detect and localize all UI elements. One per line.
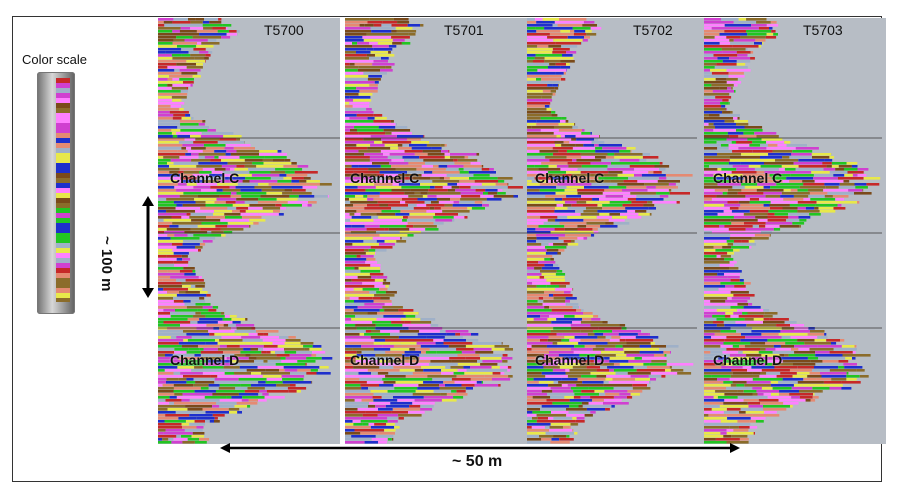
vertical-scale-label: ~ 100 m: [98, 236, 115, 292]
well-panel-t5702: [527, 18, 709, 444]
color-scale-bar: [37, 72, 75, 314]
color-scale-strip: [56, 78, 70, 302]
well-label-t5701: T5701: [444, 22, 484, 38]
channel-c-label-t5703: Channel C: [713, 170, 783, 186]
channel-d-label-t5703: Channel D: [713, 352, 783, 368]
channel-c-label-t5702: Channel C: [535, 170, 605, 186]
well-panel-t5700: [158, 18, 340, 444]
color-scale-title: Color scale: [22, 52, 88, 67]
facies-cross-section-t5700: [158, 18, 340, 444]
vertical-scale-arrow: [142, 196, 154, 298]
well-panel-t5701: [345, 18, 527, 444]
horizontal-scale-arrow: [220, 443, 740, 453]
well-label-t5703: T5703: [803, 22, 843, 38]
well-panel-t5703: [704, 18, 886, 444]
channel-d-label-t5702: Channel D: [535, 352, 605, 368]
horizontal-scale-label: ~ 50 m: [452, 453, 503, 470]
channel-c-label-t5701: Channel C: [350, 170, 420, 186]
channel-d-label-t5701: Channel D: [350, 352, 420, 368]
well-label-t5702: T5702: [633, 22, 673, 38]
channel-d-label-t5700: Channel D: [170, 352, 240, 368]
well-label-t5700: T5700: [264, 22, 304, 38]
facies-cross-section-t5701: [345, 18, 527, 444]
facies-cross-section-t5702: [527, 18, 697, 444]
facies-cross-section-t5703: [704, 18, 882, 444]
channel-c-label-t5700: Channel C: [170, 170, 240, 186]
